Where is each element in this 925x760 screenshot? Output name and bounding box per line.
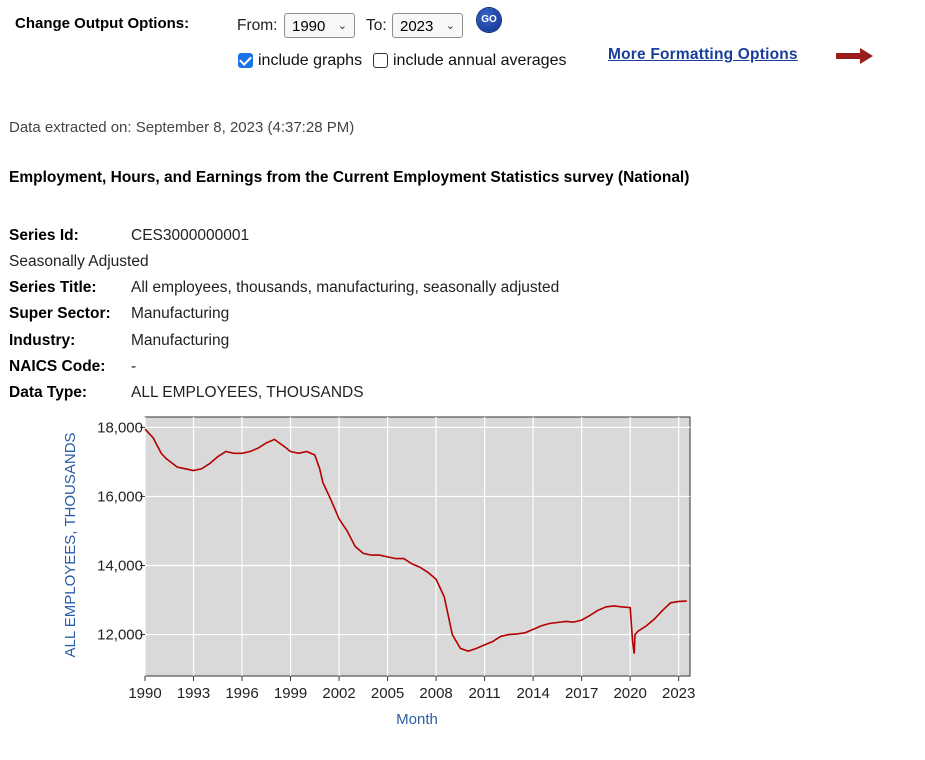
from-label: From: — [237, 17, 278, 34]
series-line — [144, 428, 687, 654]
data-type-label: Data Type: — [9, 384, 88, 401]
x-tick-label: 2002 — [322, 685, 355, 702]
x-tick-label: 1993 — [177, 685, 210, 702]
to-year-select[interactable]: 2023 ⌄ — [392, 13, 463, 38]
chevron-down-icon: ⌄ — [445, 20, 455, 32]
x-axis-label: Month — [396, 711, 438, 728]
x-tick-label: 2020 — [613, 685, 646, 702]
data-extracted-text: Data extracted on: September 8, 2023 (4:… — [9, 119, 355, 136]
from-year-select[interactable]: 1990 ⌄ — [284, 13, 355, 38]
change-output-title: Change Output Options: — [15, 15, 190, 32]
from-year-value: 1990 — [292, 18, 326, 35]
industry-label: Industry: — [9, 332, 76, 349]
y-tick-label: 14,000 — [97, 557, 143, 574]
naics-code-value: - — [131, 358, 137, 375]
y-tick-label: 16,000 — [97, 488, 143, 505]
go-button[interactable]: GO — [477, 8, 501, 32]
y-axis-label: ALL EMPLOYEES, THOUSANDS — [62, 432, 79, 657]
x-tick-label: 2011 — [468, 685, 500, 702]
x-tick-label: 1999 — [274, 685, 307, 702]
y-tick-label: 18,000 — [97, 419, 143, 436]
x-tick-label: 2005 — [371, 685, 404, 702]
series-title-value: All employees, thousands, manufacturing,… — [131, 279, 560, 296]
x-axis-ticks: 1990 1993 1996 1999 2002 2005 2008 2011 2014 2017… — [128, 676, 695, 702]
super-sector-value: Manufacturing — [131, 305, 230, 322]
x-tick-label: 1990 — [128, 685, 161, 702]
plot-area — [144, 416, 691, 677]
more-formatting-options-link[interactable]: More Formatting Options — [608, 46, 798, 63]
x-tick-label: 2014 — [516, 685, 549, 702]
to-year-value: 2023 — [400, 18, 434, 35]
y-tick-label: 12,000 — [97, 627, 143, 644]
chevron-down-icon: ⌄ — [337, 20, 347, 32]
naics-code-label: NAICS Code: — [9, 358, 106, 375]
series-id-label: Series Id: — [9, 227, 79, 244]
x-tick-label: 1996 — [225, 685, 258, 702]
survey-title: Employment, Hours, and Earnings from the… — [9, 169, 690, 186]
industry-value: Manufacturing — [131, 332, 230, 349]
series-id-value: CES3000000001 — [131, 227, 250, 244]
right-arrow-icon[interactable] — [836, 48, 874, 64]
x-tick-label: 2017 — [565, 685, 598, 702]
include-graphs-checkbox[interactable] — [238, 53, 253, 68]
to-label: To: — [366, 17, 387, 34]
data-type-value: ALL EMPLOYEES, THOUSANDS — [131, 384, 364, 401]
employment-line-chart: 1990 1993 1996 1999 2002 2005 2008 2011 2014 2017… — [62, 416, 695, 728]
y-axis-ticks: 12,000 14,000 16,000 18,000 — [97, 419, 145, 644]
x-tick-label: 2023 — [662, 685, 695, 702]
x-tick-label: 2008 — [419, 685, 452, 702]
series-title-label: Series Title: — [9, 279, 97, 296]
seasonal-adjustment: Seasonally Adjusted — [9, 253, 149, 270]
include-graphs-label[interactable]: include graphs — [258, 52, 363, 69]
include-annual-averages-checkbox[interactable] — [373, 53, 388, 68]
include-annual-averages-label[interactable]: include annual averages — [393, 52, 567, 69]
super-sector-label: Super Sector: — [9, 305, 111, 322]
